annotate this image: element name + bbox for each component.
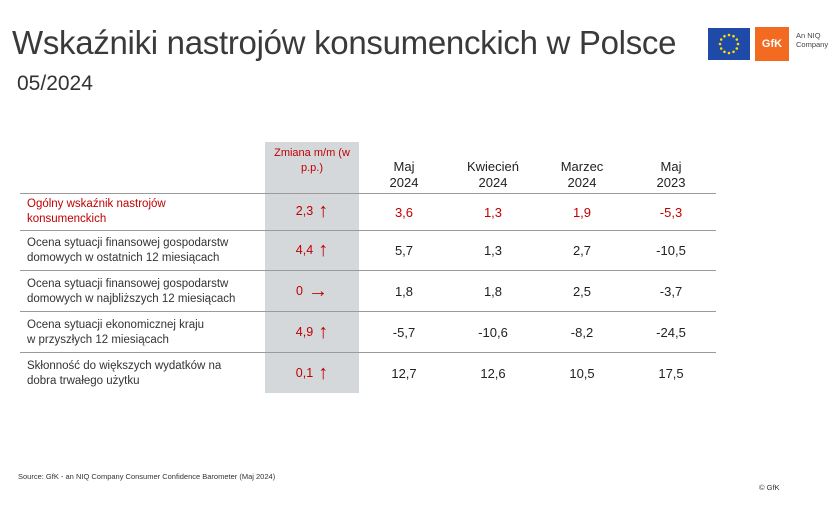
table-row-label-finances-future: Ocena sytuacji finansowej gospodarstw do… [27, 277, 262, 307]
page-subtitle-date: 05/2024 [17, 72, 93, 95]
column-header-month: Marzec [560, 159, 604, 174]
copyright-note: © GfK [759, 483, 780, 492]
change-value: 0,1 [295, 366, 314, 380]
table-cell: -8,2 [570, 325, 594, 340]
table-cell: -5,3 [659, 205, 683, 220]
change-value: 4,4 [295, 243, 314, 257]
niq-company-label: An NIQ Company [796, 31, 829, 49]
eu-flag-logo [708, 28, 750, 60]
table-cell: 1,3 [483, 205, 503, 220]
change-column-background [265, 142, 359, 393]
table-cell: 1,9 [572, 205, 592, 220]
row-label-line: Ocena sytuacji finansowej gospodarstw [27, 278, 229, 290]
table-row-label-durable-goods: Skłonność do większych wydatków na dobra… [27, 359, 262, 389]
row-label-line: Ocena sytuacji ekonomicznej kraju [27, 319, 205, 331]
change-value-cell: 4,4 ↑ [265, 240, 359, 260]
table-row-label-economy-future: Ocena sytuacji ekonomicznej kraju w przy… [27, 318, 262, 348]
column-header-year: 2024 [567, 175, 597, 190]
arrow-up-icon: ↑ [318, 321, 329, 343]
change-value: 2,3 [295, 204, 314, 218]
change-value: 0 [296, 284, 303, 298]
row-label-line: w przyszłych 12 miesiącach [27, 334, 169, 346]
table-cell: -3,7 [659, 284, 683, 299]
arrow-up-icon: ↑ [318, 362, 329, 384]
table-cell: 1,8 [483, 284, 503, 299]
row-label-line: domowych w najbliższych 12 miesiącach [27, 293, 236, 305]
table-divider [20, 352, 716, 353]
row-label-line: dobra trwałego użytku [27, 375, 140, 387]
table-cell: 1,3 [483, 243, 503, 258]
column-header-month: Maj [660, 159, 682, 174]
table-cell: -10,5 [656, 243, 686, 258]
column-header-month: Maj [393, 159, 415, 174]
page-title: Wskaźniki nastrojów konsumenckich w Pols… [12, 24, 677, 61]
table-cell: 1,8 [394, 284, 414, 299]
column-header-kwiecien-2024: Kwiecień 2024 [448, 159, 538, 191]
table-cell: 12,7 [391, 366, 417, 381]
row-label-line: Skłonność do większych wydatków na [27, 360, 222, 372]
table-row-label-finances-past: Ocena sytuacji finansowej gospodarstw do… [27, 236, 262, 266]
change-value-cell: 0,1 ↑ [265, 363, 359, 383]
change-value-cell: 2,3 ↑ [265, 201, 359, 221]
change-column-header: Zmiana m/m (w p.p.) [274, 147, 350, 174]
column-header-year: 2024 [389, 175, 419, 190]
arrow-up-icon: ↑ [318, 200, 329, 222]
table-cell: 17,5 [658, 366, 684, 381]
change-value: 4,9 [295, 325, 314, 339]
row-label-line: konsumenckich [27, 213, 107, 225]
column-header-year: 2024 [478, 175, 508, 190]
table-cell: 2,5 [572, 284, 592, 299]
table-divider [20, 230, 716, 231]
table-row-label-overall-index: Ogólny wskaźnik nastrojów konsumenckich [27, 197, 262, 227]
table-divider [20, 270, 716, 271]
arrow-up-icon: ↑ [318, 239, 329, 261]
eu-stars-icon [718, 33, 740, 55]
column-header-maj-2024: Maj 2024 [359, 159, 449, 191]
table-cell: -5,7 [392, 325, 416, 340]
row-label-line: domowych w ostatnich 12 miesiącach [27, 252, 220, 264]
source-note: Source: GfK - an NIQ Company Consumer Co… [18, 472, 276, 481]
change-value-cell: 0 → [265, 281, 359, 301]
column-header-month: Kwiecień [466, 159, 520, 174]
column-header-year: 2023 [656, 175, 686, 190]
table-cell: 2,7 [572, 243, 592, 258]
table-divider [20, 311, 716, 312]
table-cell: 5,7 [394, 243, 414, 258]
table-cell: -10,6 [478, 325, 508, 340]
gfk-logo: GfK [755, 27, 789, 61]
table-cell: 3,6 [394, 205, 414, 220]
column-header-maj-2023: Maj 2023 [626, 159, 716, 191]
table-cell: 12,6 [480, 366, 506, 381]
row-label-line: Ogólny wskaźnik nastrojów [27, 198, 166, 210]
column-header-marzec-2024: Marzec 2024 [537, 159, 627, 191]
arrow-right-icon: → [307, 280, 328, 302]
table-cell: -24,5 [656, 325, 686, 340]
table-cell: 10,5 [569, 366, 595, 381]
change-value-cell: 4,9 ↑ [265, 322, 359, 342]
table-divider [20, 193, 716, 194]
row-label-line: Ocena sytuacji finansowej gospodarstw [27, 237, 229, 249]
